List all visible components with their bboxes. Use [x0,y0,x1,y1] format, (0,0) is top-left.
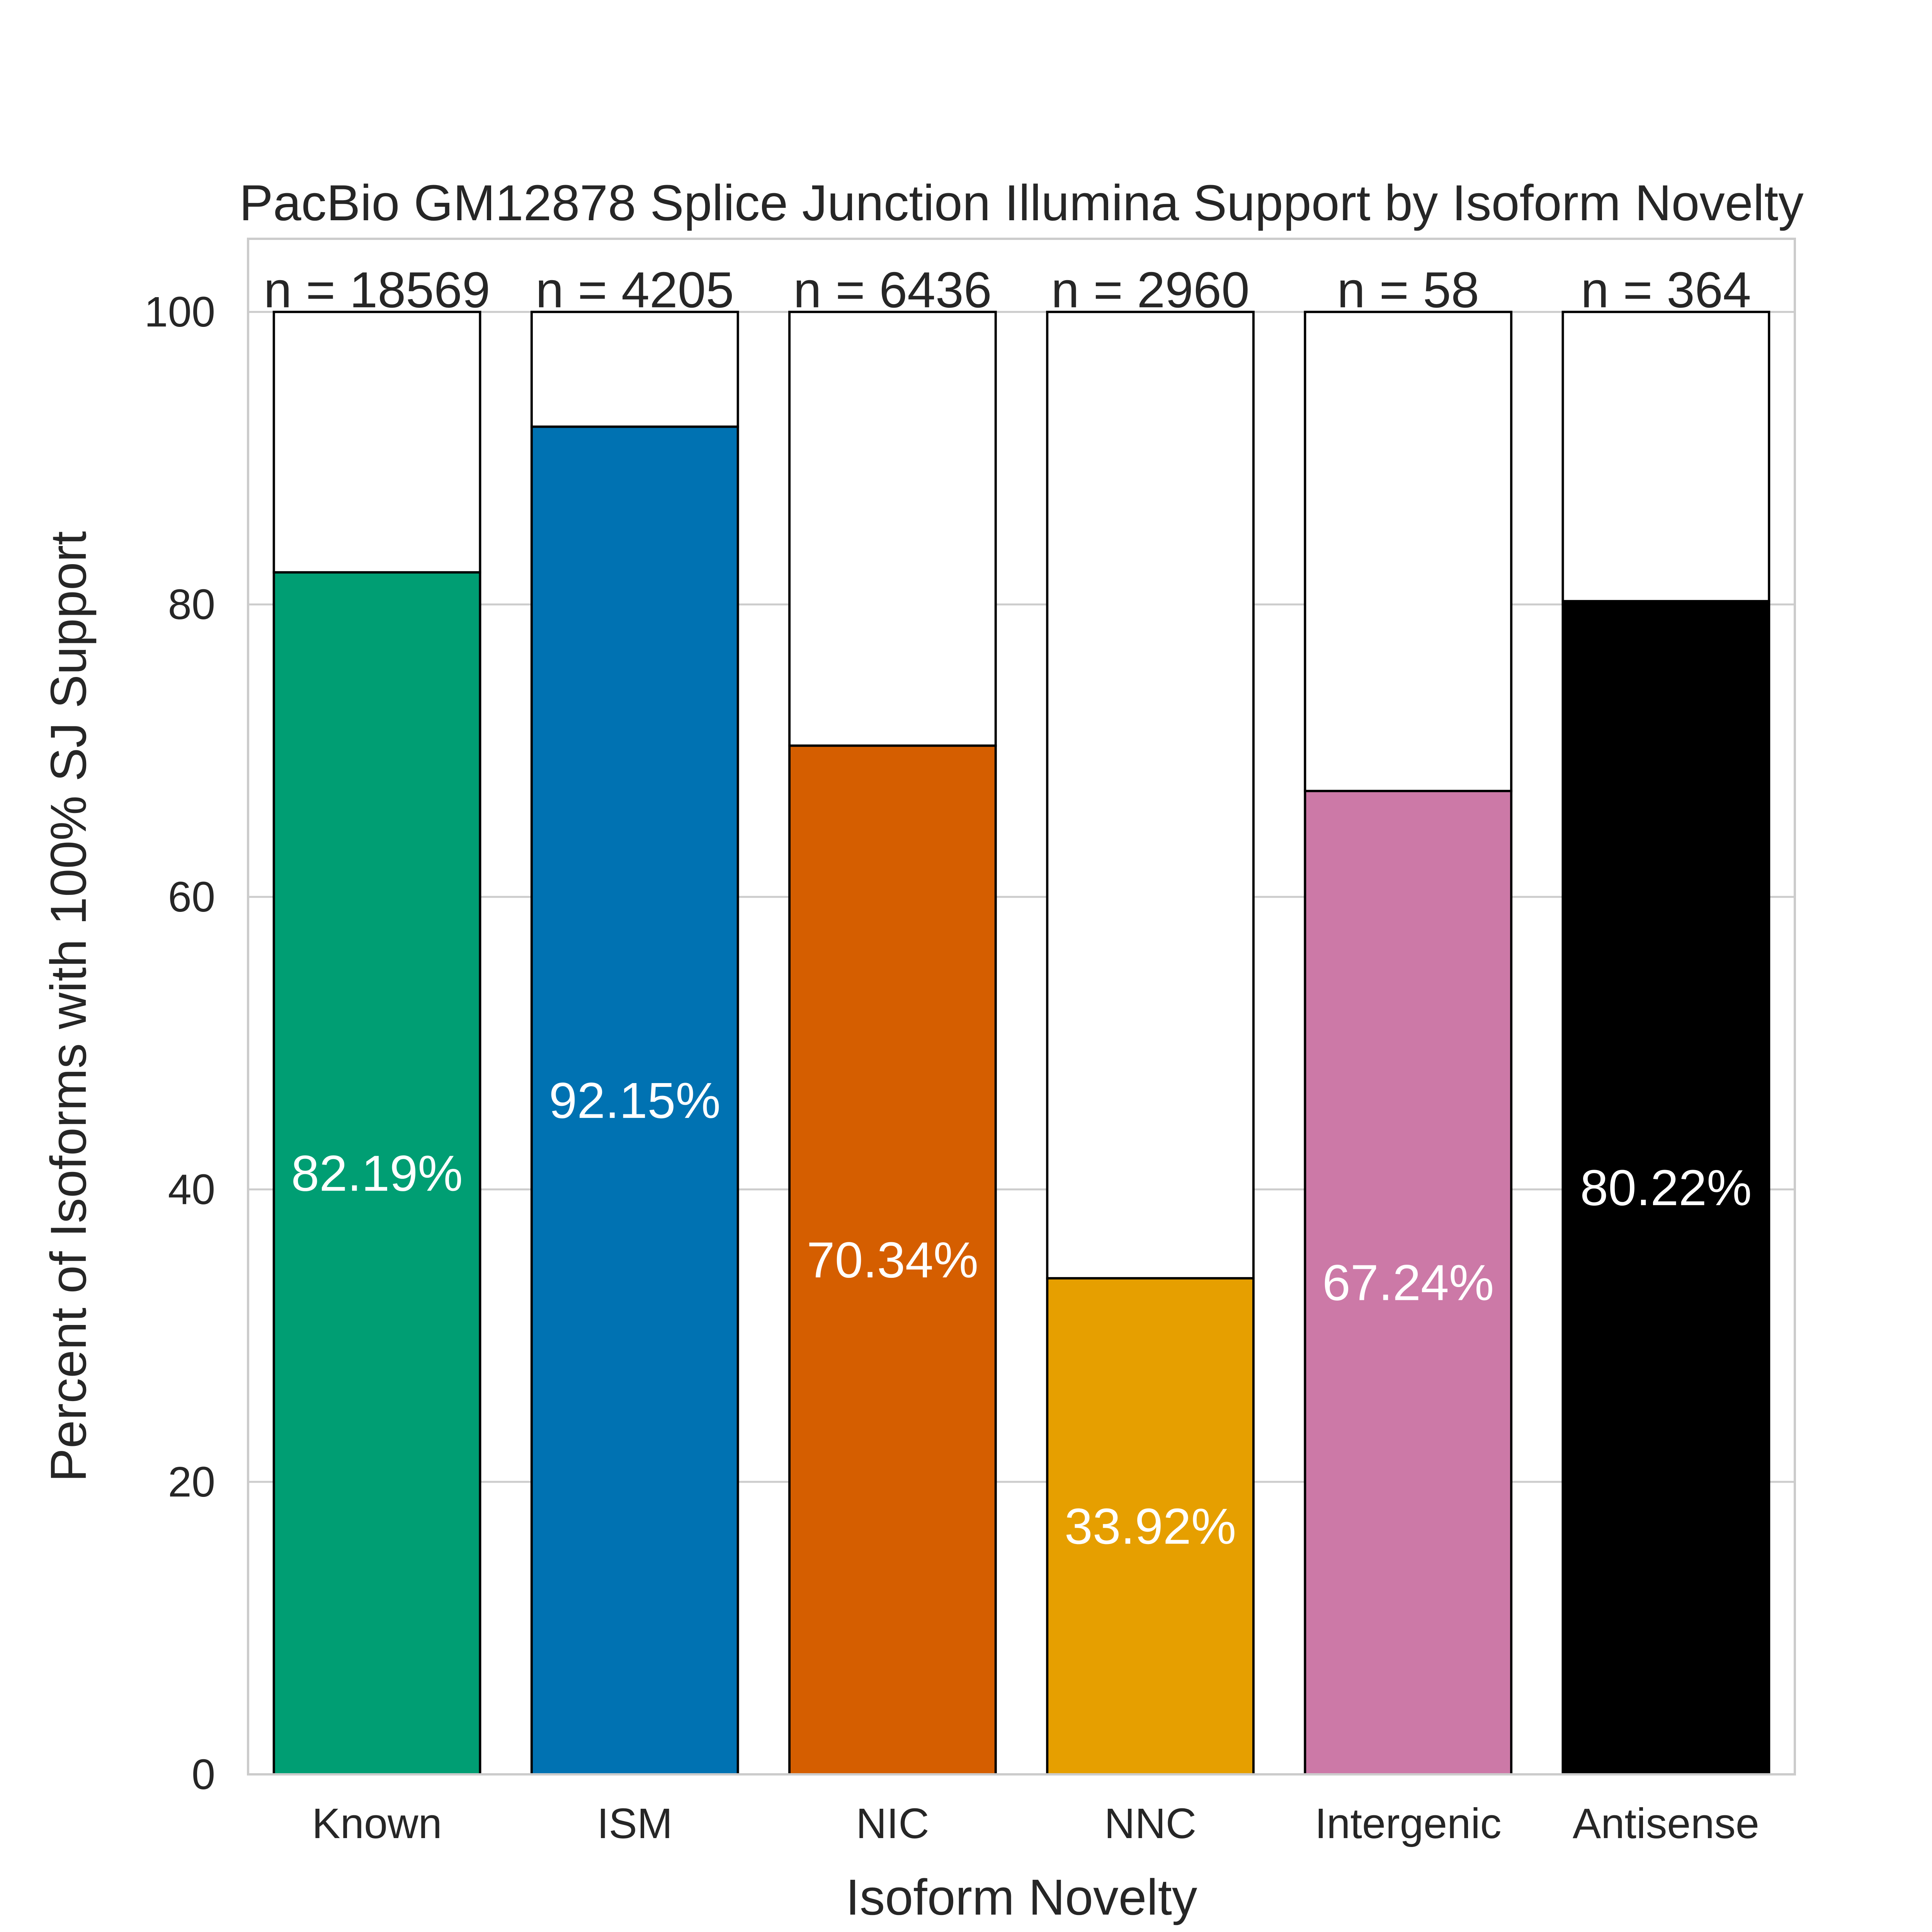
x-tick-label: Known [312,1800,442,1847]
x-tick-label: NIC [856,1800,929,1847]
bar-remainder-antisense [1561,311,1770,602]
bar-value-label: 67.24% [1322,1254,1494,1311]
y-tick-label: 100 [144,288,215,336]
bar-value-label: 70.34% [807,1231,978,1288]
x-axis-title: Isoform Novelty [846,1869,1197,1925]
bar-count-label: n = 364 [1581,261,1751,318]
labels: 0 20 40 60 80 100 82.19% n = 18569 Known 92.15% n … [144,261,1759,1847]
y-tick-label: 0 [192,1751,215,1798]
bar-remainder-ism [530,311,739,428]
bar-count-label: n = 18569 [264,261,490,318]
bar-value-label: 92.15% [549,1072,721,1129]
bar-value-label: 80.22% [1580,1159,1752,1216]
x-tick-label: NNC [1104,1800,1196,1847]
bar-remainder-nic [788,311,997,747]
y-tick-label: 60 [168,873,215,921]
x-tick-label: Antisense [1573,1800,1759,1847]
bar-count-label: n = 6436 [793,261,992,318]
bar-nnc [1046,1277,1255,1776]
bar-count-label: n = 4205 [536,261,734,318]
bar-value-label: 33.92% [1065,1498,1236,1554]
bar-remainder-intergenic [1304,311,1513,793]
x-tick-label: ISM [597,1800,673,1847]
y-tick-label: 20 [168,1458,215,1506]
bars [272,311,1770,1776]
chart-title: PacBio GM12878 Splice Junction Illumina … [239,174,1804,231]
bar-remainder-known [272,311,481,574]
bar-count-label: n = 58 [1337,261,1479,318]
y-axis-title: Percent of Isoforms with 100% SJ Support [40,531,97,1482]
bar-count-label: n = 2960 [1051,261,1250,318]
plot-frame [247,238,1796,1776]
bar-nic [788,744,997,1776]
y-tick-label: 80 [168,581,215,628]
bar-remainder-nnc [1046,311,1255,1280]
bar-intergenic [1304,790,1513,1776]
bar-value-label: 82.19% [291,1145,463,1202]
y-tick-label: 40 [168,1166,215,1213]
x-tick-label: Intergenic [1315,1800,1502,1847]
bar-antisense [1561,600,1770,1776]
